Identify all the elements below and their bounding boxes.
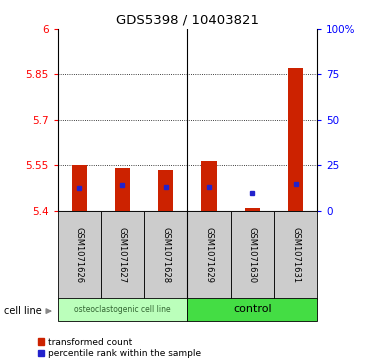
Text: osteoclastogenic cell line: osteoclastogenic cell line xyxy=(74,305,171,314)
FancyBboxPatch shape xyxy=(187,211,231,299)
Text: GSM1071627: GSM1071627 xyxy=(118,227,127,283)
Text: GSM1071630: GSM1071630 xyxy=(248,227,257,283)
Text: GSM1071628: GSM1071628 xyxy=(161,227,170,283)
Bar xyxy=(288,68,303,211)
Bar xyxy=(158,170,173,211)
FancyBboxPatch shape xyxy=(274,211,317,299)
Bar xyxy=(115,168,130,211)
Text: GSM1071631: GSM1071631 xyxy=(291,227,300,283)
Text: cell line: cell line xyxy=(4,306,42,316)
FancyBboxPatch shape xyxy=(144,211,187,299)
Bar xyxy=(245,208,260,211)
Text: control: control xyxy=(233,305,272,314)
FancyBboxPatch shape xyxy=(231,211,274,299)
Legend: transformed count, percentile rank within the sample: transformed count, percentile rank withi… xyxy=(38,338,201,359)
Text: GSM1071629: GSM1071629 xyxy=(204,227,213,283)
Bar xyxy=(72,165,87,211)
Title: GDS5398 / 10403821: GDS5398 / 10403821 xyxy=(116,13,259,26)
FancyBboxPatch shape xyxy=(58,211,101,299)
FancyBboxPatch shape xyxy=(101,211,144,299)
Text: GSM1071626: GSM1071626 xyxy=(75,227,83,283)
FancyBboxPatch shape xyxy=(187,298,317,321)
Bar xyxy=(201,160,217,211)
FancyBboxPatch shape xyxy=(58,298,187,321)
